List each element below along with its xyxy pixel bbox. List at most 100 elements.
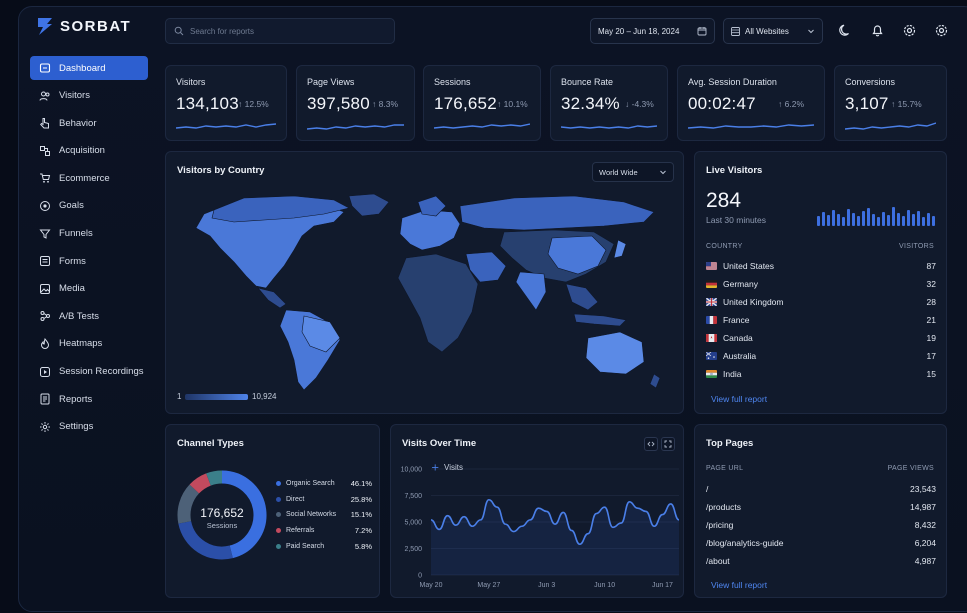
visits-series-line[interactable]	[430, 498, 680, 546]
page-row[interactable]: / 23,543	[706, 482, 936, 496]
y-tick-label: 5,000	[404, 520, 422, 527]
sidebar-item-label: Heatmaps	[59, 338, 103, 350]
kpi-change: ↑ 12.5%	[238, 99, 269, 109]
sidebar-item-forms[interactable]: Forms	[30, 249, 148, 273]
live-visitors-card: Live Visitors 284 Last 30 minutes COUNTR…	[694, 151, 947, 414]
country-visitors: 21	[926, 315, 936, 325]
country-row[interactable]: Germany 32	[706, 277, 936, 291]
legend-name: Social Networks	[286, 510, 337, 518]
sidebar-item-dashboard[interactable]: Dashboard	[30, 56, 148, 80]
channel-donut-chart[interactable]	[174, 467, 270, 563]
dark-mode-icon[interactable]	[838, 23, 853, 38]
sidebar-item-funnels[interactable]: Funnels	[30, 222, 148, 246]
brand-logo[interactable]: SORBAT	[36, 16, 131, 36]
flag-ca-icon	[706, 334, 717, 342]
page-row[interactable]: /blog/analytics-guide 6,204	[706, 536, 936, 550]
country-row[interactable]: India 15	[706, 367, 936, 381]
legend-name: Paid Search	[286, 542, 325, 550]
y-tick-label: 10,000	[401, 467, 423, 474]
search-input[interactable]	[190, 26, 370, 36]
flame-icon	[40, 337, 50, 349]
website-selector[interactable]: All Websites	[723, 18, 823, 44]
sidebar-item-label: Behavior	[59, 117, 97, 129]
sidebar-item-session-recordings[interactable]: Session Recordings	[30, 360, 148, 384]
sidebar-item-label: Goals	[59, 200, 84, 212]
southeast-asia	[565, 283, 599, 311]
kpi-card-visitors[interactable]: Visitors 134,103 ↑ 12.5%	[165, 65, 287, 141]
card-title: Visits Over Time	[402, 438, 477, 449]
page-row[interactable]: /pricing 8,432	[706, 518, 936, 532]
kpi-card-page-views[interactable]: Page Views 397,580 ↑ 8.3%	[296, 65, 415, 141]
donut-slice[interactable]	[189, 473, 212, 494]
region-select[interactable]: World Wide	[592, 162, 674, 182]
kpi-label: Conversions	[845, 77, 896, 87]
kpi-card-conversions[interactable]: Conversions 3,107 ↑ 15.7%	[834, 65, 947, 141]
sidebar-item-media[interactable]: Media	[30, 277, 148, 301]
legend-series-name: Visits	[444, 463, 463, 472]
sidebar-item-ab-tests[interactable]: A/B Tests	[30, 304, 148, 328]
sparkline	[845, 122, 936, 130]
world-map[interactable]	[174, 192, 674, 392]
column-header-page-views: PAGE VIEWS	[887, 465, 934, 472]
donut-slice[interactable]	[206, 470, 223, 486]
legend-pct: 25.8%	[350, 494, 372, 504]
x-tick-label: May 20	[420, 582, 443, 589]
sidebar-item-visitors[interactable]: Visitors	[30, 84, 148, 108]
kpi-card-sessions[interactable]: Sessions 176,652 ↑ 10.1%	[423, 65, 541, 141]
column-header-visitors: VISITORS	[899, 243, 934, 250]
settings-icon[interactable]	[934, 23, 949, 38]
x-tick-label: Jun 17	[652, 582, 673, 589]
legend-name: Organic Search	[286, 479, 335, 487]
legend-item: Referrals 7.2%	[276, 524, 372, 536]
flask-icon	[40, 311, 50, 322]
sidebar-item-settings[interactable]: Settings	[30, 415, 148, 439]
date-range-value: May 20 – Jun 18, 2024	[598, 26, 680, 36]
map-scale-max: 10,924	[252, 392, 277, 401]
page-url: /about	[706, 556, 730, 566]
sidebar-item-reports[interactable]: Reports	[30, 387, 148, 411]
page-row[interactable]: /about 4,987	[706, 554, 936, 568]
column-header-page-url: PAGE URL	[706, 465, 744, 472]
donut-slice[interactable]	[178, 520, 233, 560]
sidebar-item-acquisition[interactable]: Acquisition	[30, 139, 148, 163]
live-visitor-count: 284	[706, 189, 742, 212]
country-row[interactable]: United States 87	[706, 259, 936, 273]
country-name: India	[723, 369, 742, 379]
view-full-report-link[interactable]: View full report	[711, 394, 768, 404]
sidebar-item-goals[interactable]: Goals	[30, 194, 148, 218]
donut-slice[interactable]	[177, 484, 200, 524]
page-views: 4,987	[914, 556, 936, 566]
sidebar-item-ecommerce[interactable]: Ecommerce	[30, 166, 148, 190]
legend-item: Organic Search 46.1%	[276, 477, 372, 489]
kpi-change: ↑ 6.2%	[778, 99, 804, 109]
country-row[interactable]: Australia 17	[706, 349, 936, 363]
kpi-card-bounce-rate[interactable]: Bounce Rate 32.34% ↓ -4.3%	[550, 65, 668, 141]
country-visitors: 17	[926, 351, 936, 361]
donut-slice[interactable]	[221, 470, 267, 559]
code-view-button[interactable]	[644, 437, 658, 451]
bell-icon[interactable]	[870, 23, 885, 38]
sidebar-item-heatmaps[interactable]: Heatmaps	[30, 332, 148, 356]
kpi-card-avg-session-duration[interactable]: Avg. Session Duration 00:02:47 ↑ 6.2%	[677, 65, 825, 141]
expand-button[interactable]	[661, 437, 675, 451]
country-row[interactable]: Canada 19	[706, 331, 936, 345]
kpi-value: 00:02:47	[688, 94, 756, 113]
pointer-icon	[40, 118, 49, 129]
search-box[interactable]	[165, 18, 395, 44]
card-title: Channel Types	[177, 438, 244, 449]
date-range-picker[interactable]: May 20 – Jun 18, 2024	[590, 18, 715, 44]
map-scale-min: 1	[177, 392, 182, 401]
country-visitors: 32	[926, 279, 936, 289]
legend-dot	[276, 511, 281, 517]
sidebar-item-behavior[interactable]: Behavior	[30, 111, 148, 135]
kpi-change: ↑ 15.7%	[891, 99, 922, 109]
page-row[interactable]: /products 14,987	[706, 500, 936, 514]
sidebar-item-label: Dashboard	[59, 62, 106, 74]
view-full-report-link[interactable]: View full report	[711, 580, 768, 590]
gear-icon[interactable]	[902, 23, 917, 38]
legend-pct: 7.2%	[354, 525, 372, 535]
country-row[interactable]: France 21	[706, 313, 936, 327]
visits-line-chart[interactable]: 10,000 7,500 5,000 2,500 0 May 20 May 27 Jun 3 J…	[391, 455, 685, 595]
country-row[interactable]: United Kingdom 28	[706, 295, 936, 309]
india	[515, 271, 547, 311]
